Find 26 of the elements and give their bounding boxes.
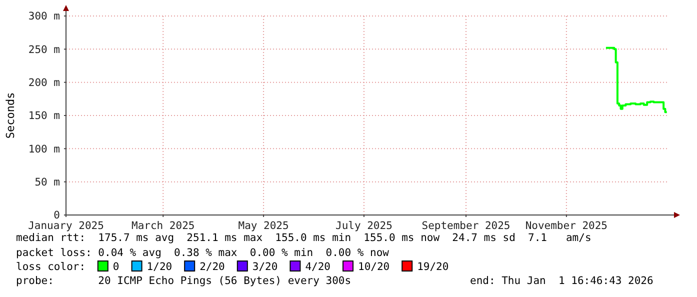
legend-label: 1/20 [146,261,172,273]
y-tick-label: 50 m [34,176,60,189]
x-tick-label: March 2025 [132,220,195,232]
y-tick-label: 300 m [28,10,60,23]
y-tick-label: 100 m [28,143,60,156]
text: probe: 20 ICMP Echo Pings (56 Bytes) every 300s [16,275,352,287]
legend-label: 19/20 [417,261,449,273]
text: packet loss: 0.04 % avg 0.38 % max 0.00 % min 0.00 % now [16,247,390,259]
legend-title: loss color: [16,261,86,273]
y-axis-title: Seconds [4,92,17,139]
y-tick-label: 0 [54,210,60,222]
y-tick-label: 150 m [28,110,60,122]
legend-label: 2/20 [200,261,225,273]
x-tick-label: January 2025 [28,220,104,232]
y-tick-label: 200 m [28,77,60,90]
x-tick-label: November 2025 [525,220,608,232]
legend-label: 3/20 [252,261,278,273]
legend-label: 4/20 [305,261,330,273]
y-tick-label: 250 m [28,44,60,56]
legend-label: 10/20 [358,261,390,273]
text: median rtt: 175.7 ms avg 251.1 ms max 155.0 ms min 155.0 ms now 24.7 ms sd 7.1 am/s [16,232,592,244]
legend-label: 0 [112,261,120,273]
x-tick-label: July 2025 [336,220,392,232]
x-tick-label: May 2025 [238,220,289,232]
x-tick-label: September 2025 [422,220,510,232]
text: end: Thu Jan 1 16:46:43 2026 [470,275,654,287]
